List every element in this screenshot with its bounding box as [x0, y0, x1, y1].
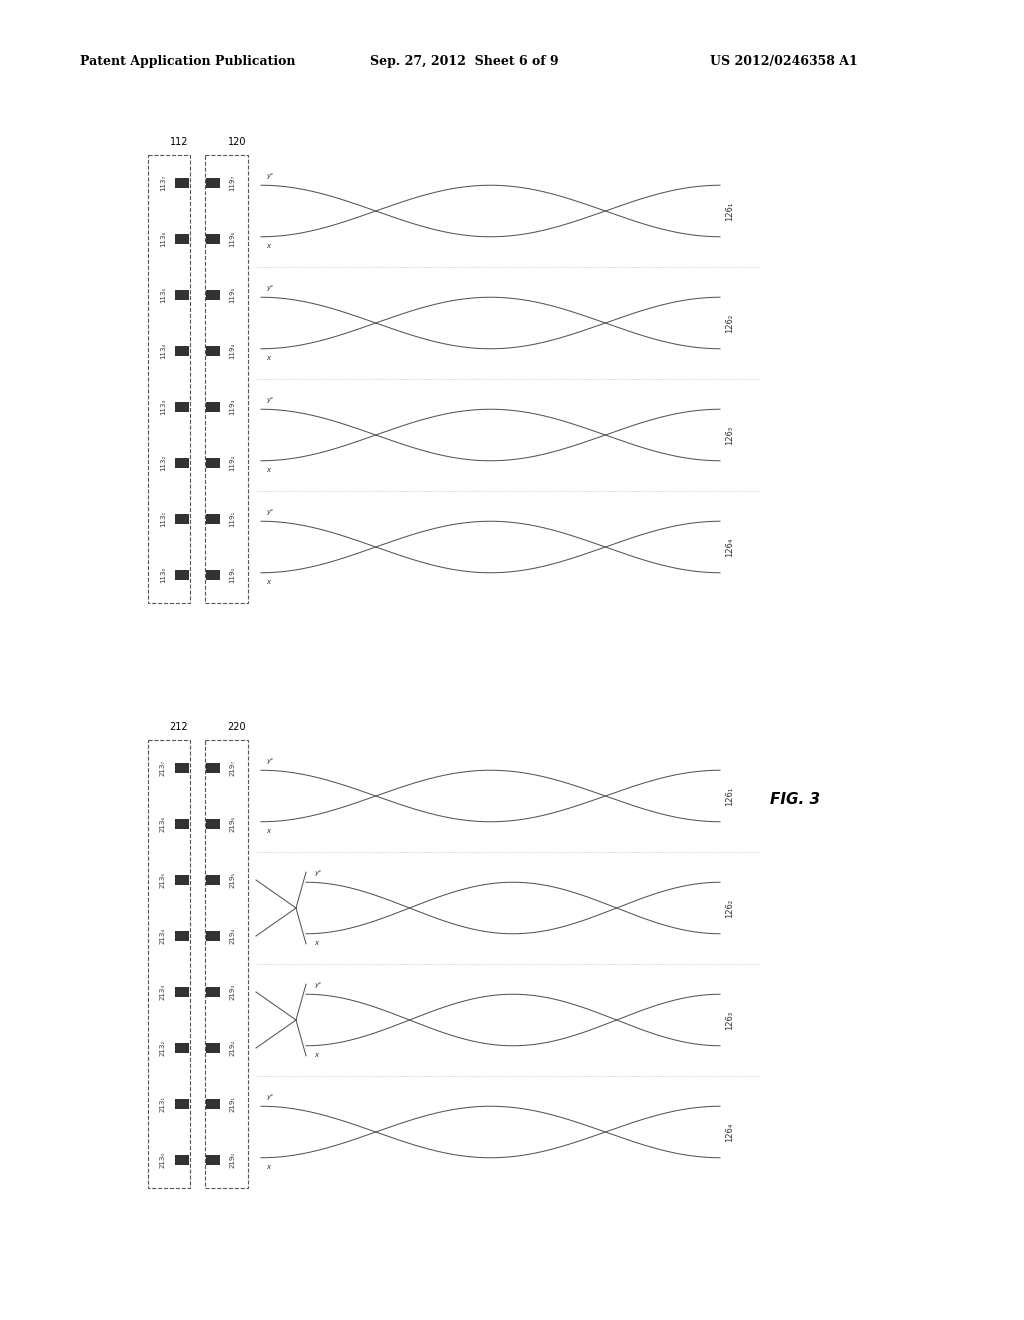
- Bar: [175, 1100, 189, 1109]
- Text: 219₂: 219₂: [229, 1040, 236, 1056]
- Text: 219₇: 219₇: [229, 760, 236, 776]
- Bar: [175, 931, 189, 941]
- Bar: [206, 875, 220, 884]
- Text: 219₃: 219₃: [229, 983, 236, 1001]
- Bar: [175, 818, 189, 829]
- Bar: [206, 513, 220, 524]
- Text: 213₇: 213₇: [160, 760, 166, 776]
- Text: 113₃: 113₃: [160, 399, 166, 414]
- Text: 219₁: 219₁: [229, 1096, 236, 1111]
- Text: 219₄: 219₄: [229, 928, 236, 944]
- Bar: [206, 178, 220, 187]
- Text: 119₆: 119₆: [229, 231, 236, 247]
- Bar: [175, 403, 189, 412]
- Text: 219₆: 219₆: [229, 816, 236, 832]
- Text: 213₀: 213₀: [160, 1152, 166, 1168]
- Text: yˣ: yˣ: [266, 510, 273, 515]
- Text: 213₂: 213₂: [160, 1040, 166, 1056]
- Bar: [206, 1043, 220, 1053]
- Bar: [175, 513, 189, 524]
- Text: 112: 112: [170, 137, 188, 147]
- Bar: [206, 987, 220, 997]
- Text: 119₁: 119₁: [229, 511, 236, 527]
- Text: x: x: [266, 828, 270, 834]
- Text: 113₁: 113₁: [160, 511, 166, 527]
- Bar: [206, 763, 220, 774]
- Bar: [175, 875, 189, 884]
- Text: yˣ: yˣ: [266, 1094, 273, 1100]
- Bar: [175, 346, 189, 356]
- Text: 213₃: 213₃: [160, 983, 166, 1001]
- Text: 213₄: 213₄: [160, 928, 166, 944]
- Bar: [175, 987, 189, 997]
- Text: 113₇: 113₇: [160, 174, 166, 191]
- Text: 126₁: 126₁: [725, 202, 734, 220]
- Text: x: x: [314, 940, 318, 946]
- Bar: [175, 458, 189, 469]
- Bar: [206, 403, 220, 412]
- Text: x: x: [266, 243, 270, 249]
- Text: yˣ: yˣ: [266, 173, 273, 180]
- Text: 120: 120: [227, 137, 246, 147]
- Text: 113₄: 113₄: [160, 343, 166, 359]
- Text: 126₃: 126₃: [725, 1010, 734, 1030]
- Text: FIG. 3: FIG. 3: [770, 792, 820, 808]
- Text: 126₄: 126₄: [725, 1122, 734, 1142]
- Text: 220: 220: [227, 722, 246, 733]
- Text: 213₅: 213₅: [160, 873, 166, 888]
- Bar: [175, 763, 189, 774]
- Bar: [206, 570, 220, 579]
- Text: x: x: [266, 355, 270, 360]
- Text: 219₀: 219₀: [229, 1152, 236, 1168]
- Text: 119₄: 119₄: [229, 343, 236, 359]
- Text: 126₃: 126₃: [725, 425, 734, 445]
- Text: yˣ: yˣ: [314, 870, 322, 876]
- Text: 126₂: 126₂: [725, 313, 734, 333]
- Text: 119₀: 119₀: [229, 566, 236, 583]
- Text: yˣ: yˣ: [314, 982, 322, 989]
- Bar: [206, 1155, 220, 1166]
- Text: 126₂: 126₂: [725, 899, 734, 917]
- Bar: [175, 290, 189, 300]
- Bar: [206, 458, 220, 469]
- Bar: [206, 1100, 220, 1109]
- Text: yˣ: yˣ: [266, 758, 273, 764]
- Bar: [175, 178, 189, 187]
- Text: 113₂: 113₂: [160, 455, 166, 471]
- Text: x: x: [266, 467, 270, 473]
- Text: 113₆: 113₆: [160, 231, 166, 247]
- Text: Patent Application Publication: Patent Application Publication: [80, 55, 296, 69]
- Text: 119₇: 119₇: [229, 174, 236, 191]
- Text: US 2012/0246358 A1: US 2012/0246358 A1: [710, 55, 858, 69]
- Bar: [206, 234, 220, 244]
- Text: 113₅: 113₅: [160, 286, 166, 304]
- Text: x: x: [266, 579, 270, 585]
- Bar: [206, 346, 220, 356]
- Text: 213₁: 213₁: [160, 1096, 166, 1111]
- Bar: [206, 290, 220, 300]
- Text: 213₆: 213₆: [160, 816, 166, 832]
- Bar: [206, 931, 220, 941]
- Bar: [175, 1155, 189, 1166]
- Text: x: x: [314, 1052, 318, 1057]
- Text: yˣ: yˣ: [266, 397, 273, 403]
- Bar: [206, 818, 220, 829]
- Text: 119₃: 119₃: [229, 399, 236, 414]
- Text: x: x: [266, 1164, 270, 1170]
- Text: 126₁: 126₁: [725, 787, 734, 805]
- Text: 126₄: 126₄: [725, 537, 734, 557]
- Text: 119₅: 119₅: [229, 286, 236, 304]
- Text: 212: 212: [169, 722, 188, 733]
- Text: 113₀: 113₀: [160, 566, 166, 583]
- Bar: [175, 234, 189, 244]
- Bar: [175, 1043, 189, 1053]
- Text: Sep. 27, 2012  Sheet 6 of 9: Sep. 27, 2012 Sheet 6 of 9: [370, 55, 559, 69]
- Bar: [175, 570, 189, 579]
- Text: yˣ: yˣ: [266, 285, 273, 292]
- Text: 219₅: 219₅: [229, 873, 236, 888]
- Text: 119₂: 119₂: [229, 455, 236, 471]
